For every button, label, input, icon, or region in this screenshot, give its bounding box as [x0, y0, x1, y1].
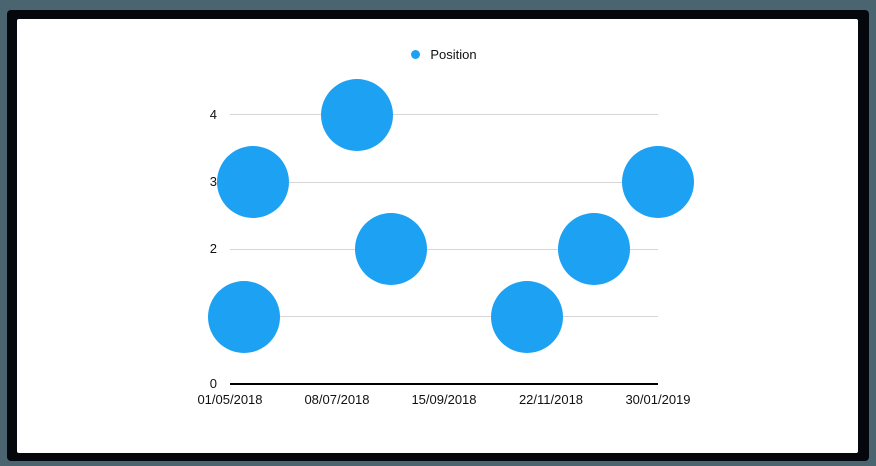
x-axis-line: [230, 383, 658, 385]
x-axis-label: 30/01/2019: [625, 392, 691, 407]
y-axis-label-3: 3: [209, 174, 217, 190]
x-axis-label: 01/05/2018: [197, 392, 263, 407]
data-point-bubble[interactable]: [622, 146, 694, 219]
data-point-bubble[interactable]: [208, 280, 281, 353]
legend-label: Position: [430, 46, 477, 62]
y-axis-label-0: 0: [209, 376, 217, 391]
y-axis-label-2: 2: [209, 241, 217, 257]
x-axis-label: 22/11/2018: [518, 392, 584, 407]
data-point-bubble[interactable]: [217, 146, 290, 219]
gridline-y4: [230, 114, 658, 116]
chart-canvas: 0123401/05/201808/07/201815/09/201822/11…: [17, 19, 858, 453]
gridline-y3: [230, 181, 658, 183]
data-point-bubble[interactable]: [354, 213, 427, 286]
chart-legend: Position: [230, 46, 658, 62]
data-point-bubble[interactable]: [320, 78, 393, 151]
plot-area: 0123401/05/201808/07/201815/09/201822/11…: [17, 19, 858, 453]
gridline-y1: [230, 316, 658, 318]
data-point-bubble[interactable]: [557, 213, 630, 286]
data-point-bubble[interactable]: [490, 280, 563, 353]
legend-item-position[interactable]: Position: [411, 46, 477, 62]
gridline-y2: [230, 248, 658, 250]
legend-marker-icon: [411, 49, 421, 59]
y-axis-label-4: 4: [209, 106, 217, 122]
x-axis-label: 08/07/2018: [304, 392, 370, 407]
x-axis-label: 15/09/2018: [411, 392, 477, 407]
